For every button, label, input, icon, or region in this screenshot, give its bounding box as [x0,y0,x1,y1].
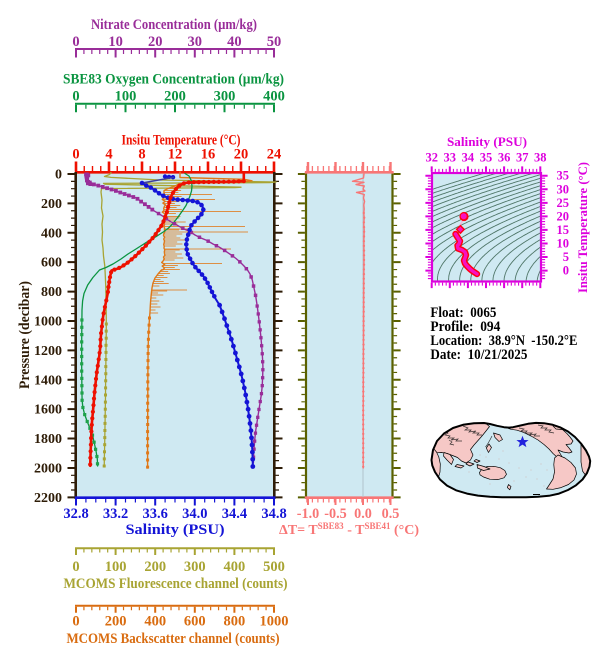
svg-text:2000: 2000 [34,461,62,476]
svg-text:30: 30 [557,182,570,196]
svg-text:MCOMS Fluorescence channel (co: MCOMS Fluorescence channel (counts) [64,576,288,592]
svg-text:500: 500 [263,559,285,575]
svg-text:2200: 2200 [34,491,62,506]
svg-text:Salinity (PSU): Salinity (PSU) [126,522,225,538]
svg-text:16: 16 [201,147,216,163]
svg-text:33.6: 33.6 [143,506,168,522]
svg-text:1400: 1400 [34,373,62,388]
svg-text:35: 35 [557,169,570,183]
svg-text:20: 20 [557,209,570,223]
svg-text:Insitu Temperature (°C): Insitu Temperature (°C) [576,162,590,293]
svg-text:32: 32 [425,151,438,165]
svg-text:-0.5: -0.5 [324,506,346,522]
svg-text:4: 4 [105,147,112,163]
svg-text:100: 100 [115,89,137,105]
svg-text:Insitu Temperature (°C): Insitu Temperature (°C) [122,133,241,149]
svg-text:200: 200 [41,197,62,212]
svg-text:36: 36 [498,151,511,165]
svg-text:200: 200 [164,89,186,105]
svg-text:800: 800 [41,285,62,300]
svg-text:37: 37 [516,151,529,165]
svg-text:25: 25 [557,196,570,210]
svg-text:600: 600 [184,614,206,630]
svg-text:0: 0 [55,168,62,183]
svg-text:0: 0 [72,34,79,50]
svg-text:Salinity (PSU): Salinity (PSU) [447,135,527,149]
svg-text:1000: 1000 [34,314,62,329]
svg-text:Pressure (decibar): Pressure (decibar) [17,281,33,389]
svg-text:200: 200 [144,559,166,575]
svg-text:1000: 1000 [260,614,289,630]
svg-text:0.5: 0.5 [382,506,400,522]
svg-text:-1.0: -1.0 [297,506,319,522]
svg-text:Date: 10/21/2025: Date: 10/21/2025 [430,347,527,363]
svg-text:40: 40 [227,34,242,50]
svg-text:34.0: 34.0 [182,506,207,522]
svg-text:20: 20 [148,34,163,50]
svg-text:200: 200 [105,614,127,630]
svg-text:1600: 1600 [34,403,62,418]
svg-text:100: 100 [105,559,127,575]
svg-text:8: 8 [138,147,145,163]
svg-text:32.8: 32.8 [63,506,88,522]
svg-text:38: 38 [534,151,547,165]
svg-text:0: 0 [72,147,79,163]
svg-text:Nitrate Concentration (µm/kg): Nitrate Concentration (µm/kg) [91,17,257,33]
svg-text:ΔT= TSBE83 - TSBE41 (°C): ΔT= TSBE83 - TSBE41 (°C) [279,521,419,538]
svg-text:10: 10 [108,34,123,50]
svg-text:300: 300 [184,559,206,575]
svg-text:0: 0 [72,89,79,105]
svg-text:34: 34 [462,151,475,165]
svg-text:12: 12 [168,147,183,163]
svg-text:400: 400 [144,614,166,630]
svg-text:SBE83 Oxygen Concentration (µm: SBE83 Oxygen Concentration (µm/kg) [63,72,284,88]
svg-text:50: 50 [267,34,282,50]
svg-text:MCOMS Backscatter channel (cou: MCOMS Backscatter channel (counts) [67,631,280,647]
svg-text:10: 10 [557,236,570,250]
svg-text:400: 400 [263,89,285,105]
svg-text:Profile: 094: Profile: 094 [430,319,500,335]
svg-text:600: 600 [41,256,62,271]
svg-text:1200: 1200 [34,344,62,359]
svg-text:33.2: 33.2 [103,506,128,522]
svg-text:34.4: 34.4 [222,506,247,522]
svg-text:35: 35 [480,151,493,165]
svg-text:800: 800 [224,614,246,630]
svg-text:0: 0 [72,559,79,575]
svg-text:400: 400 [224,559,246,575]
svg-text:0: 0 [72,614,79,630]
svg-text:20: 20 [234,147,249,163]
svg-text:5: 5 [563,250,569,264]
svg-text:15: 15 [557,223,570,237]
svg-text:Float: 0065: Float: 0065 [430,305,496,321]
svg-text:300: 300 [214,89,236,105]
svg-text:33: 33 [444,151,457,165]
svg-text:30: 30 [188,34,203,50]
svg-text:0.0: 0.0 [354,506,372,522]
svg-text:Location: 38.9°N -150.2°E: Location: 38.9°N -150.2°E [430,333,577,349]
svg-text:1800: 1800 [34,432,62,447]
svg-text:400: 400 [41,226,62,241]
svg-text:24: 24 [267,147,282,163]
svg-text:0: 0 [563,264,569,278]
svg-text:34.8: 34.8 [261,506,286,522]
